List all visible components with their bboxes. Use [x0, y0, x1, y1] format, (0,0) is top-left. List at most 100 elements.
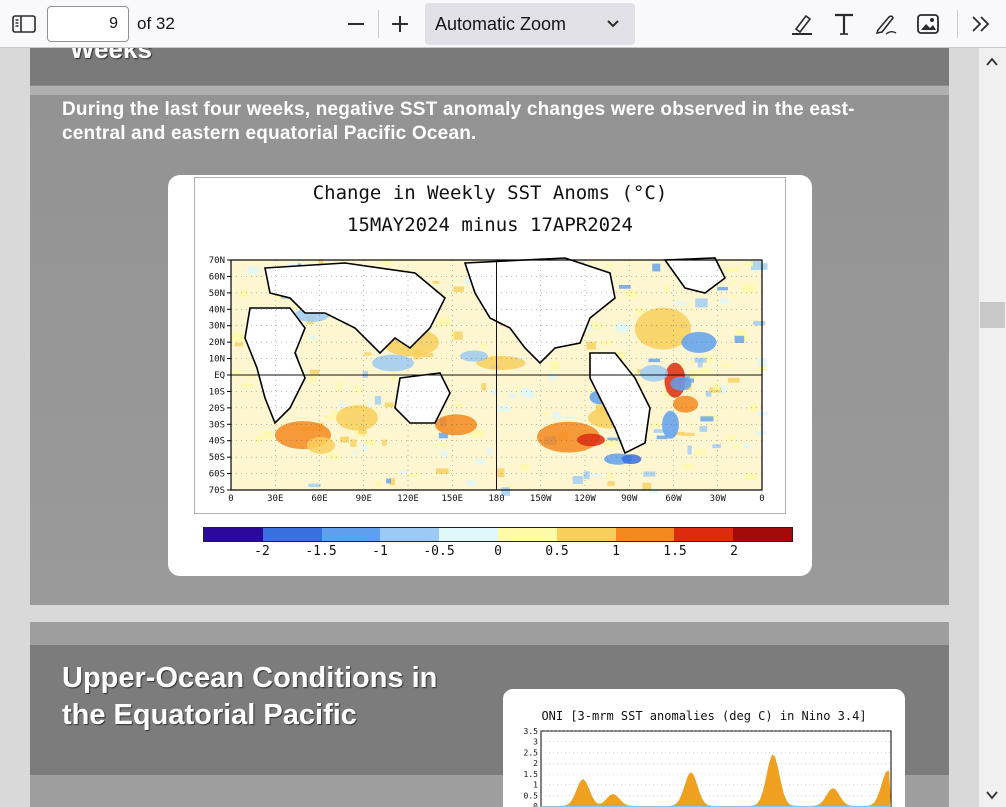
lat-tick-label: 60N [209, 272, 225, 282]
more-tools-button[interactable] [966, 10, 996, 38]
legend-label: -1.5 [305, 544, 337, 559]
anomaly-blob [476, 355, 526, 370]
toolbar-separator [957, 10, 958, 38]
anomaly-cell [432, 280, 440, 284]
anomaly-cell [664, 285, 670, 293]
anomaly-cell [685, 376, 694, 383]
anomaly-cell [340, 436, 350, 443]
oni-y-tick-label: 2 [533, 759, 538, 768]
anomaly-cell [682, 464, 695, 469]
lat-tick-label: 40S [209, 437, 225, 447]
page-count-label: of 32 [137, 14, 175, 33]
zoom-out-icon [348, 23, 364, 25]
anomaly-cell [743, 443, 751, 449]
anomaly-cell [607, 481, 615, 487]
zoom-out-button[interactable] [342, 10, 370, 38]
slide-header-band [30, 48, 949, 85]
anomaly-cell [725, 267, 740, 272]
chevron-down-icon [607, 20, 619, 28]
legend-label: -2 [254, 544, 270, 559]
scroll-up-icon[interactable] [979, 52, 1006, 72]
page-number-input[interactable]: 9 [47, 6, 129, 42]
anomaly-cell [616, 322, 625, 332]
anomaly-cell [480, 344, 487, 349]
text-button[interactable] [829, 9, 859, 39]
legend-swatch [674, 528, 734, 541]
anomaly-cell [735, 329, 746, 338]
anomaly-cell [753, 320, 766, 326]
anomaly-cell [697, 358, 703, 368]
sidebar-toggle-button[interactable] [8, 10, 40, 38]
anomaly-cell [367, 402, 372, 407]
anomaly-blob [372, 354, 414, 372]
anomaly-cell [637, 369, 642, 373]
anomaly-cell [700, 416, 714, 422]
slide-heading: Weeks [70, 48, 152, 64]
anomaly-cell [436, 468, 449, 474]
legend-swatch [556, 528, 616, 541]
anomaly-cell [350, 439, 357, 447]
anomaly-cell [491, 388, 498, 395]
anomaly-cell [652, 263, 661, 272]
anomaly-blob [662, 410, 679, 439]
anomaly-cell [755, 431, 767, 435]
draw-button[interactable] [871, 9, 901, 39]
lat-tick-label: 30N [209, 322, 225, 332]
anomaly-cell [712, 444, 721, 449]
anomaly-cell [618, 284, 631, 289]
anomaly-blob [670, 376, 692, 391]
anomaly-cell [250, 268, 261, 274]
lat-tick-label: 20N [209, 338, 225, 348]
anomaly-cell [745, 473, 757, 481]
document-viewer[interactable]: Weeks During the last four weeks, negati… [0, 48, 1006, 807]
lat-tick-label: 20S [209, 404, 225, 414]
more-tools-icon [972, 16, 990, 32]
anomaly-cell [331, 409, 337, 417]
scroll-thumb[interactable] [980, 302, 1005, 328]
lon-tick-label: 0 [228, 494, 233, 504]
anomaly-cell [673, 301, 686, 306]
lon-tick-label: 60E [311, 494, 327, 504]
anomaly-cell [497, 405, 511, 412]
oni-y-tick-label: 1 [533, 781, 538, 790]
anomaly-cell [721, 363, 731, 367]
anomaly-cell [381, 260, 393, 265]
oni-chart-title: ONI [3-mrm SST anomalies (deg C) in Nino… [541, 709, 867, 723]
zoom-in-button[interactable] [386, 10, 414, 38]
image-button[interactable] [913, 9, 943, 39]
anomaly-cell [727, 377, 740, 383]
lon-tick-label: 0 [759, 494, 764, 504]
anomaly-cell [234, 342, 244, 347]
scroll-down-icon[interactable] [979, 785, 1006, 805]
anomaly-cell [552, 411, 561, 420]
lon-tick-label: 150E [441, 494, 463, 504]
anomaly-cell [242, 383, 255, 388]
zoom-select[interactable]: Automatic Zoom [425, 3, 635, 45]
anomaly-cell [455, 403, 464, 408]
anomaly-cell [364, 439, 375, 446]
legend-label: 0 [494, 544, 502, 559]
zoom-in-icon [392, 16, 408, 32]
slide-title: Upper-Ocean Conditions in the Equatorial… [62, 662, 438, 731]
anomaly-cell [438, 432, 448, 439]
anomaly-cell [519, 387, 532, 397]
image-icon [917, 14, 939, 34]
anomaly-cell [642, 482, 652, 490]
anomaly-cell [310, 369, 320, 374]
lat-tick-label: 10N [209, 355, 225, 365]
legend-swatch [733, 528, 792, 541]
anomaly-cell [701, 355, 713, 364]
anomaly-cell [247, 266, 255, 275]
anomaly-blob [640, 364, 668, 382]
anomaly-cell [606, 263, 612, 269]
legend-swatch [615, 528, 675, 541]
anomaly-cell [362, 371, 368, 378]
anomaly-cell [486, 447, 492, 456]
vertical-scrollbar[interactable] [979, 48, 1006, 807]
anomaly-cell [255, 436, 263, 443]
anomaly-cell [464, 277, 475, 285]
page-gap [30, 605, 949, 622]
highlight-button[interactable] [787, 9, 817, 39]
lon-tick-label: 120E [397, 494, 419, 504]
slide-paragraph: During the last four weeks, negative SST… [62, 99, 855, 144]
